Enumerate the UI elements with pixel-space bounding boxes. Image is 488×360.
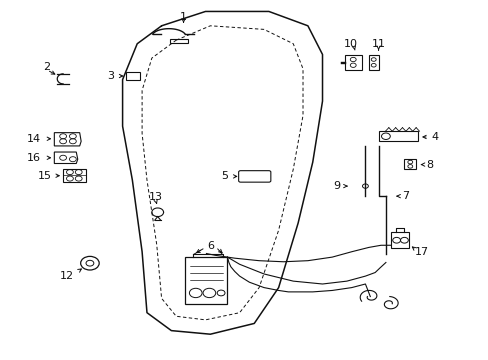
Text: 11: 11 — [371, 40, 385, 49]
Text: 5: 5 — [221, 171, 228, 181]
Text: 7: 7 — [401, 191, 408, 201]
Text: 10: 10 — [343, 40, 357, 49]
Text: 16: 16 — [27, 153, 41, 163]
Text: 17: 17 — [414, 247, 427, 257]
Text: 4: 4 — [430, 132, 437, 142]
Text: 6: 6 — [206, 241, 213, 251]
Text: 12: 12 — [60, 271, 73, 281]
Text: 15: 15 — [38, 171, 51, 181]
Text: 3: 3 — [107, 71, 114, 81]
Text: 14: 14 — [27, 134, 41, 144]
Text: 1: 1 — [180, 12, 187, 22]
Text: 13: 13 — [148, 192, 163, 202]
Text: 8: 8 — [426, 159, 432, 170]
Text: 9: 9 — [333, 181, 340, 191]
Text: 2: 2 — [43, 62, 50, 72]
